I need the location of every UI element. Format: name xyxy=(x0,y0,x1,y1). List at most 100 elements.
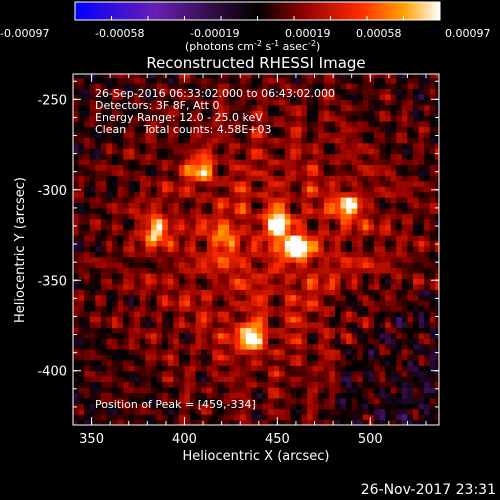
heatmap-cell xyxy=(429,376,436,383)
heatmap-cell xyxy=(323,273,330,279)
heatmap-cell xyxy=(251,354,258,361)
heatmap-cell xyxy=(223,74,230,79)
heatmap-cell xyxy=(162,191,169,198)
heatmap-cell xyxy=(128,186,135,193)
heatmap-cell xyxy=(401,115,408,122)
heatmap-cell xyxy=(217,74,225,79)
heatmap-cell xyxy=(229,191,236,198)
heatmap-cell xyxy=(190,142,197,149)
heatmap-cell xyxy=(385,267,392,274)
heatmap-cell xyxy=(429,278,436,285)
chart-title: Reconstructed RHESSI Image xyxy=(146,54,365,72)
heatmap-cell xyxy=(323,262,330,269)
heatmap-cell xyxy=(173,392,180,399)
heatmap-cell xyxy=(340,240,347,247)
heatmap-cell xyxy=(84,376,91,383)
heatmap-cell xyxy=(100,175,108,182)
heatmap-cell xyxy=(89,245,96,252)
heatmap-cell xyxy=(357,381,364,388)
heatmap-cell xyxy=(418,349,425,355)
heatmap-cell xyxy=(318,240,325,247)
heatmap-cell xyxy=(262,148,269,155)
heatmap-cell xyxy=(95,251,102,258)
heatmap-cell xyxy=(217,126,225,133)
heatmap-cell xyxy=(145,153,152,160)
heatmap-cell xyxy=(100,311,108,317)
heatmap-cell xyxy=(73,343,80,350)
heatmap-cell xyxy=(351,229,358,236)
heatmap-cell xyxy=(178,74,186,79)
heatmap-cell xyxy=(340,245,347,252)
heatmap-cell xyxy=(307,354,314,361)
heatmap-cell xyxy=(273,131,280,138)
heatmap-cell xyxy=(401,294,408,301)
heatmap-cell xyxy=(156,327,163,334)
heatmap-cell xyxy=(78,294,85,301)
heatmap-cell xyxy=(167,137,174,144)
heatmap-cell xyxy=(385,110,392,117)
heatmap-cell xyxy=(134,359,141,366)
heatmap-cell xyxy=(100,349,108,355)
heatmap-cell xyxy=(240,397,247,404)
heatmap-cell xyxy=(117,224,124,231)
heatmap-cell xyxy=(268,77,275,84)
heatmap-cell xyxy=(123,99,130,106)
heatmap-cell xyxy=(307,148,314,155)
heatmap-cell xyxy=(151,142,158,149)
heatmap-cell xyxy=(368,354,375,361)
heatmap-cell xyxy=(379,180,386,187)
heatmap-cell xyxy=(229,142,236,149)
heatmap-cell xyxy=(117,218,124,225)
heatmap-cell xyxy=(290,93,297,100)
heatmap-cell xyxy=(245,164,252,171)
heatmap-cell xyxy=(234,142,241,149)
heatmap-cell xyxy=(407,235,414,241)
heatmap-cell xyxy=(368,343,375,350)
heatmap-cell xyxy=(173,354,180,361)
heatmap-cell xyxy=(312,148,319,155)
heatmap-cell xyxy=(329,83,336,89)
heatmap-cell xyxy=(429,191,436,198)
heatmap-cell xyxy=(284,186,291,193)
heatmap-cell xyxy=(368,175,375,182)
heatmap-cell xyxy=(95,278,102,285)
heatmap-cell xyxy=(290,169,297,176)
heatmap-cell xyxy=(123,142,130,149)
heatmap-cell xyxy=(340,159,347,165)
heatmap-cell xyxy=(167,403,174,410)
heatmap-cell xyxy=(318,311,325,317)
heatmap-cell xyxy=(190,332,197,339)
heatmap-cell xyxy=(357,376,364,383)
heatmap-cell xyxy=(329,218,336,225)
heatmap-cell xyxy=(407,267,414,274)
heatmap-cell xyxy=(251,245,258,252)
heatmap-cell xyxy=(262,267,269,274)
heatmap-cell xyxy=(173,110,180,117)
heatmap-cell xyxy=(184,349,191,355)
heatmap-cell xyxy=(184,83,191,89)
heatmap-cell xyxy=(84,229,91,236)
heatmap-cell xyxy=(95,88,102,95)
heatmap-cell xyxy=(229,321,236,328)
heatmap-cell xyxy=(223,311,230,317)
heatmap-cell xyxy=(223,137,230,144)
heatmap-cell xyxy=(340,77,347,84)
heatmap-cell xyxy=(401,207,408,214)
heatmap-cell xyxy=(424,294,431,301)
heatmap-cell xyxy=(307,256,314,263)
heatmap-cell xyxy=(195,332,202,339)
heatmap-cell xyxy=(329,159,336,165)
heatmap-cell xyxy=(251,332,258,339)
heatmap-cell xyxy=(418,240,425,247)
heatmap-cell xyxy=(89,278,96,285)
heatmap-cell xyxy=(318,77,325,84)
heatmap-cell xyxy=(357,126,364,133)
heatmap-cell xyxy=(256,354,264,361)
heatmap-cell xyxy=(195,403,202,410)
heatmap-cell xyxy=(357,327,364,334)
heatmap-cell xyxy=(346,104,353,111)
heatmap-cell xyxy=(195,169,202,176)
heatmap-cell xyxy=(413,115,420,122)
heatmap-cell xyxy=(435,169,439,176)
heatmap-cell xyxy=(100,169,108,176)
